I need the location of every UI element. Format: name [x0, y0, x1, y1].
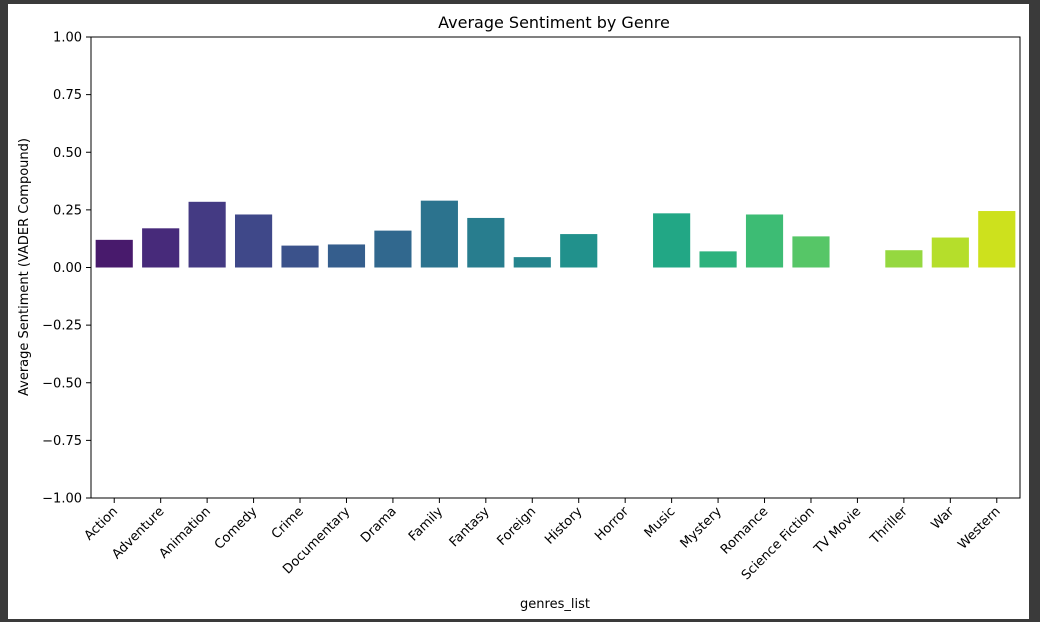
bar-family: [420, 200, 458, 268]
window-frame-left: [0, 0, 8, 622]
bar-adventure: [142, 228, 180, 268]
y-tick-label: 0.50: [53, 146, 82, 161]
x-tick-label: Music: [642, 504, 679, 541]
x-axis-label: genres_list: [520, 597, 590, 612]
bar-fantasy: [467, 217, 505, 268]
x-tick-label: Crime: [269, 504, 307, 542]
x-tick-label: Western: [955, 504, 1003, 552]
bar-crime: [281, 245, 319, 268]
y-tick-label: −0.25: [42, 319, 82, 334]
chart-title: Average Sentiment by Genre: [438, 13, 670, 32]
bar-western: [978, 211, 1016, 268]
bar-drama: [374, 230, 412, 268]
x-tick-label: Mystery: [678, 504, 725, 551]
x-tick-label: Horror: [592, 504, 632, 544]
window-frame-right: [1029, 0, 1040, 622]
bar-war: [931, 237, 969, 268]
bar-science-fiction: [792, 236, 830, 268]
y-tick-label: 0.00: [53, 261, 82, 276]
x-tick-label: Family: [406, 504, 446, 544]
x-tick-label: History: [542, 504, 586, 548]
bar-documentary: [327, 244, 366, 268]
bar-mystery: [699, 251, 737, 268]
x-tick-label: TV Movie: [811, 504, 864, 557]
y-tick-label: −0.50: [42, 376, 82, 391]
window-frame-bottom: [0, 619, 1040, 622]
y-axis-label: Average Sentiment (VADER Compound): [17, 138, 32, 396]
y-tick-label: 1.00: [53, 31, 82, 46]
plot-area: 1.00 0.75 0.50 0.25 0.00 −0.25 −0.50 −0.75 −1.00…: [42, 31, 1016, 583]
bar-thriller: [885, 250, 923, 268]
y-tick-label: 0.25: [53, 203, 82, 218]
x-tick-label: Fantasy: [447, 504, 493, 550]
y-tick-label: −1.00: [42, 492, 82, 507]
bar-foreign: [513, 257, 551, 268]
window-frame-top: [0, 0, 1040, 4]
y-tick-label: 0.75: [53, 88, 82, 103]
x-tick-label: Action: [82, 504, 121, 543]
x-tick-label: Foreign: [494, 504, 539, 549]
bar-romance: [745, 214, 784, 268]
bar-action: [95, 239, 133, 268]
bar-comedy: [234, 214, 273, 268]
axes-frame: [90, 36, 1021, 499]
x-tick-label: Comedy: [212, 504, 261, 553]
bar-music: [653, 213, 691, 268]
bar-animation: [188, 201, 226, 268]
x-tick-label: War: [929, 504, 958, 533]
x-tick-label: Drama: [358, 504, 400, 546]
x-tick-label: Thriller: [867, 504, 911, 548]
y-tick-label: −0.75: [42, 434, 82, 449]
bar-history: [560, 234, 598, 268]
